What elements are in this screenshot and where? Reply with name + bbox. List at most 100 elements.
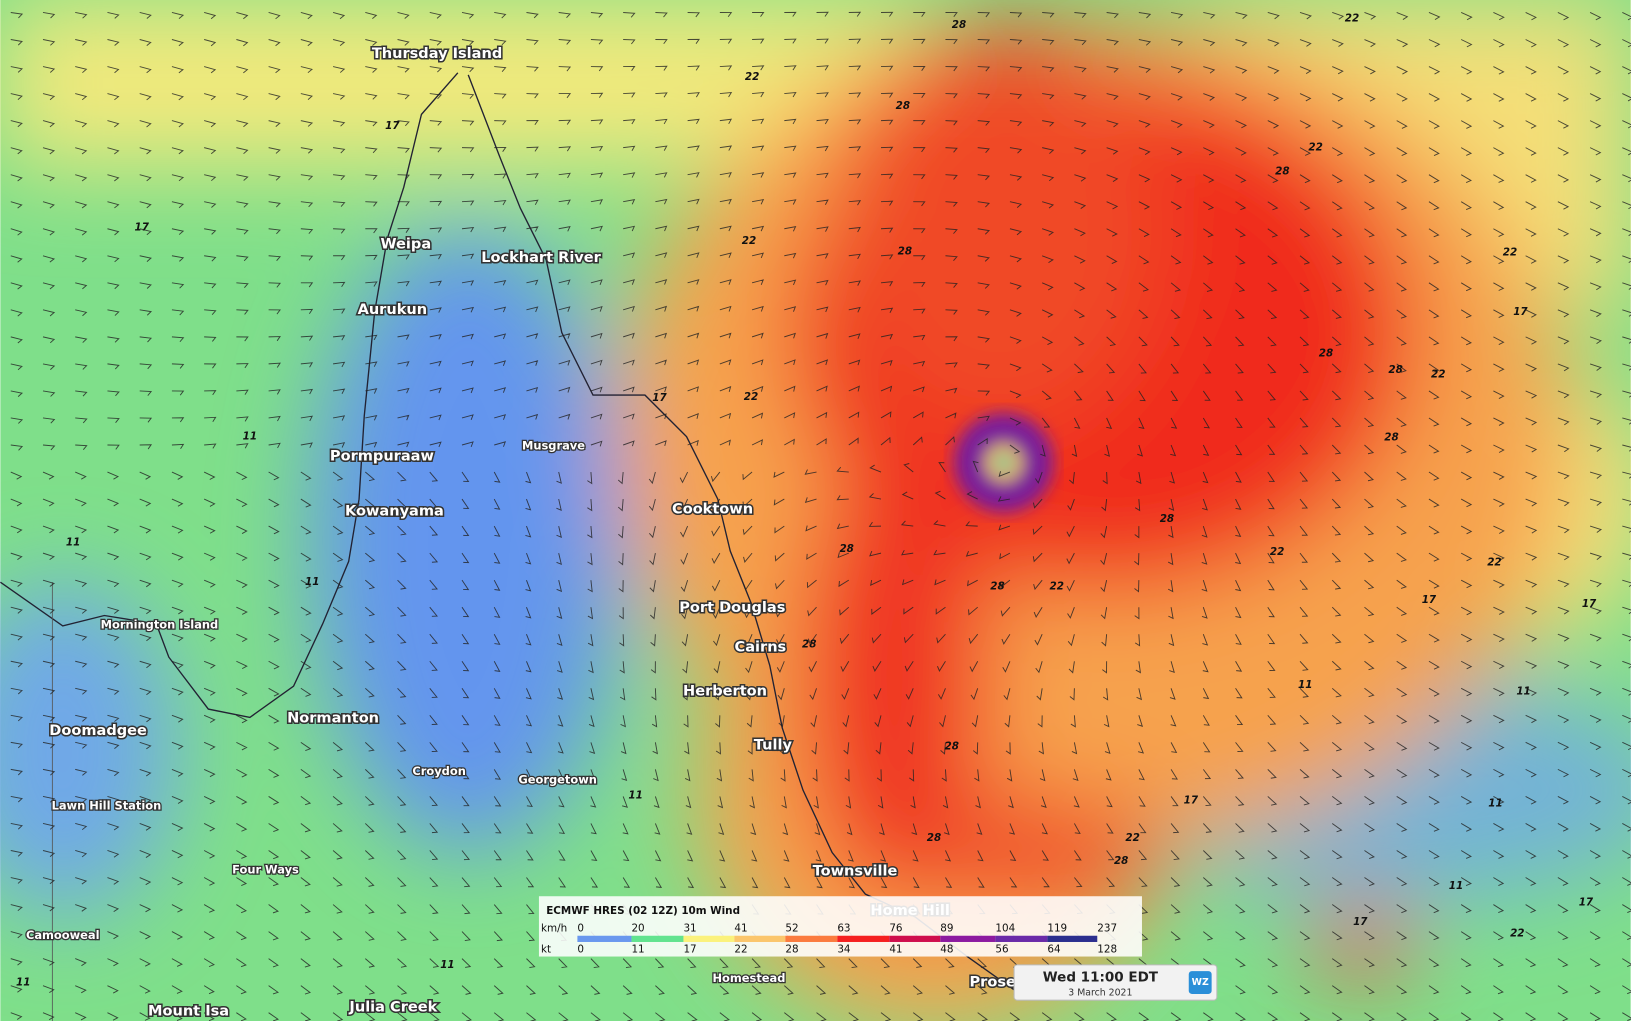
date-label: 3 March 2021 bbox=[1068, 987, 1132, 998]
kt-label: 11 bbox=[631, 943, 644, 955]
kmh-label: 63 bbox=[837, 922, 850, 934]
contour-label: 28 bbox=[927, 832, 941, 844]
contour-label: 28 bbox=[1388, 364, 1402, 376]
place-label: Mornington Island bbox=[101, 617, 219, 631]
kmh-label: 41 bbox=[734, 922, 747, 934]
place-label: Herberton bbox=[683, 682, 767, 699]
legend-swatch bbox=[683, 935, 735, 942]
place-label: Weipa bbox=[381, 235, 432, 252]
contour-label: 28 bbox=[1319, 348, 1333, 360]
contour-label: 28 bbox=[990, 580, 1004, 592]
contour-label: 28 bbox=[1114, 855, 1128, 867]
place-label: Pormpuraaw bbox=[330, 447, 434, 464]
contour-label: 28 bbox=[944, 741, 958, 753]
contour-label: 28 bbox=[839, 543, 853, 555]
kt-label: 48 bbox=[940, 943, 953, 955]
legend-title: ECMWF HRES (02 12Z) 10m Wind bbox=[546, 905, 740, 917]
place-label: Four Ways bbox=[232, 863, 299, 877]
place-label: Lawn Hill Station bbox=[52, 798, 162, 812]
legend-swatch bbox=[995, 935, 1048, 942]
contour-label: 17 bbox=[385, 120, 400, 132]
contour-label: 22 bbox=[1270, 546, 1284, 558]
contour-label: 11 bbox=[628, 789, 642, 801]
contour-label: 28 bbox=[1384, 432, 1398, 444]
contour-label: 22 bbox=[1125, 832, 1139, 844]
unit-label: kt bbox=[541, 943, 551, 955]
contour-label: 22 bbox=[742, 235, 756, 247]
time-panel bbox=[1013, 964, 1218, 1001]
unit-label: km/h bbox=[541, 922, 567, 934]
wind-barbs bbox=[10, 11, 1631, 1021]
legend-swatch bbox=[631, 935, 684, 942]
kt-label: 0 bbox=[577, 943, 584, 955]
legend-swatch bbox=[837, 935, 890, 942]
place-label: Julia Creek bbox=[348, 998, 437, 1015]
place-label: Georgetown bbox=[518, 772, 597, 786]
place-label: Mount Isa bbox=[148, 1003, 229, 1020]
contour-label: 28 bbox=[1275, 166, 1289, 178]
legend-swatch bbox=[785, 935, 838, 942]
place-label: Aurukun bbox=[358, 301, 428, 318]
logo bbox=[1188, 971, 1212, 994]
kmh-label: 104 bbox=[995, 922, 1015, 934]
contour-label: 11 bbox=[440, 959, 454, 971]
contour-label: 28 bbox=[898, 246, 912, 258]
time-label: Wed 11:00 EDT bbox=[1043, 969, 1159, 985]
contour-label: 17 bbox=[1422, 594, 1437, 606]
place-label: Homestead bbox=[712, 971, 785, 985]
kmh-label: 20 bbox=[631, 922, 644, 934]
contour-label: 22 bbox=[745, 71, 759, 83]
place-label: Croydon bbox=[412, 764, 465, 778]
contour-label: 22 bbox=[1510, 928, 1524, 940]
legend-swatch bbox=[940, 935, 996, 942]
kmh-label: 89 bbox=[940, 922, 953, 934]
kmh-label: 52 bbox=[785, 922, 798, 934]
legend: ECMWF HRES (02 12Z) 10m Wind km/h kt 0 20… bbox=[538, 896, 1142, 957]
kt-label: 56 bbox=[995, 943, 1008, 955]
contour-label: 22 bbox=[1049, 580, 1063, 592]
logo-text: WZ bbox=[1192, 977, 1209, 988]
kt-label: 22 bbox=[734, 943, 747, 955]
kt-label: 34 bbox=[837, 943, 851, 955]
kt-label: 28 bbox=[785, 943, 798, 955]
kt-label: 128 bbox=[1097, 943, 1117, 955]
kmh-label: 237 bbox=[1097, 922, 1117, 934]
contour-label: 11 bbox=[1298, 679, 1312, 691]
contour-label: 17 bbox=[1582, 598, 1597, 610]
wind-barb bbox=[10, 11, 1631, 1021]
contour-label: 17 bbox=[652, 392, 667, 404]
legend-swatch bbox=[1047, 935, 1098, 942]
place-label: Thursday Island bbox=[372, 45, 502, 62]
contour-label: 22 bbox=[1503, 247, 1517, 259]
contour-label: 28 bbox=[1160, 513, 1174, 525]
contour-label: 11 bbox=[66, 537, 80, 549]
legend-box bbox=[538, 896, 1142, 957]
legend-swatch bbox=[889, 935, 941, 942]
contour-label: 28 bbox=[802, 639, 816, 651]
time-box: Wed 11:00 EDT 3 March 2021 WZ bbox=[1013, 964, 1218, 1001]
contour-label: 17 bbox=[1513, 306, 1528, 318]
place-label: Musgrave bbox=[522, 439, 585, 453]
place-label: Port Douglas bbox=[679, 599, 785, 616]
kmh-label: 0 bbox=[577, 922, 584, 934]
place-label: Kowanyama bbox=[345, 503, 444, 520]
labels: 22 28 22 28 22 28 22 28 22 17 28 28 22 17 22 28 28 28 22 22… bbox=[16, 13, 1597, 1021]
contour-label: 22 bbox=[744, 391, 758, 403]
legend-scale: 0 20 31 41 52 63 76 89 104 119 237 0 11 17 22 28 34 41 48 5… bbox=[577, 922, 1117, 955]
legend-swatch bbox=[577, 935, 632, 942]
contour-label: 11 bbox=[1516, 685, 1530, 697]
place-label: Normanton bbox=[287, 709, 379, 726]
contour-label: 11 bbox=[16, 977, 30, 989]
kt-label: 17 bbox=[683, 943, 696, 955]
contour-label: 22 bbox=[1345, 13, 1359, 25]
contour-label: 17 bbox=[135, 222, 150, 234]
cyclone-core bbox=[953, 412, 1054, 513]
contour-label: 17 bbox=[1184, 795, 1199, 807]
contour-label: 28 bbox=[896, 100, 910, 112]
contour-label: 11 bbox=[1488, 798, 1502, 810]
contour-label: 22 bbox=[1308, 142, 1322, 154]
place-label: Doomadgee bbox=[49, 722, 147, 739]
kt-label: 41 bbox=[889, 943, 902, 955]
